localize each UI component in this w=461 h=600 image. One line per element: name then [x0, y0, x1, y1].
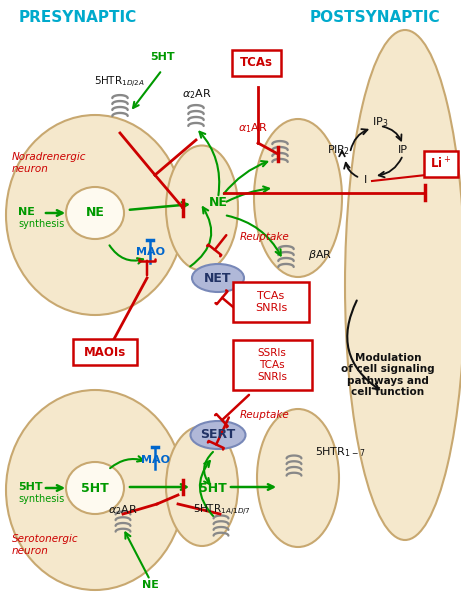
Ellipse shape: [190, 421, 246, 449]
Text: POSTSYNAPTIC: POSTSYNAPTIC: [310, 10, 440, 25]
Ellipse shape: [257, 409, 339, 547]
Text: $\alpha_2$AR: $\alpha_2$AR: [182, 87, 212, 101]
Text: MAO: MAO: [136, 247, 165, 257]
Text: TCAs
SNRIs: TCAs SNRIs: [255, 291, 287, 313]
Text: Li$^+$: Li$^+$: [431, 157, 452, 172]
Ellipse shape: [6, 390, 184, 590]
Ellipse shape: [166, 145, 238, 271]
Ellipse shape: [6, 115, 184, 315]
FancyBboxPatch shape: [233, 340, 312, 390]
FancyBboxPatch shape: [232, 50, 281, 76]
Text: I: I: [363, 175, 366, 185]
FancyBboxPatch shape: [233, 282, 309, 322]
Text: NE: NE: [142, 580, 159, 590]
Text: 5HT: 5HT: [199, 481, 227, 494]
Text: NE: NE: [208, 196, 227, 209]
Text: $\beta$AR: $\beta$AR: [308, 248, 332, 262]
Text: SERT: SERT: [201, 428, 236, 442]
Text: NET: NET: [204, 271, 232, 284]
Ellipse shape: [166, 426, 238, 546]
Text: SSRIs
TCAs
SNRIs: SSRIs TCAs SNRIs: [257, 349, 287, 382]
Text: PIP$_2$: PIP$_2$: [326, 143, 349, 157]
Text: TCAs: TCAs: [240, 56, 272, 70]
Text: IP: IP: [398, 145, 408, 155]
Ellipse shape: [66, 187, 124, 239]
Text: $\alpha_1$AR: $\alpha_1$AR: [238, 121, 268, 135]
Text: NE: NE: [86, 206, 105, 220]
Text: Modulation
of cell signaling
pathways and
cell function: Modulation of cell signaling pathways an…: [341, 353, 435, 397]
Text: 5HTR$_{1A/1D/7}$: 5HTR$_{1A/1D/7}$: [193, 502, 251, 518]
Ellipse shape: [192, 264, 244, 292]
Text: 5HT: 5HT: [81, 481, 109, 494]
Text: MAOIs: MAOIs: [84, 346, 126, 358]
Text: $\alpha_2$AR: $\alpha_2$AR: [108, 503, 138, 517]
Text: PRESYNAPTIC: PRESYNAPTIC: [19, 10, 137, 25]
Text: 5HTR$_{1D/2A}$: 5HTR$_{1D/2A}$: [95, 74, 146, 89]
Text: IP$_3$: IP$_3$: [372, 115, 388, 129]
FancyBboxPatch shape: [424, 151, 458, 177]
Ellipse shape: [345, 30, 461, 540]
Ellipse shape: [66, 462, 124, 514]
Text: NE: NE: [18, 207, 35, 217]
Text: MAO: MAO: [141, 455, 170, 465]
Text: Noradrenergic
neuron: Noradrenergic neuron: [12, 152, 87, 174]
Text: synthesis: synthesis: [18, 219, 64, 229]
Ellipse shape: [254, 119, 342, 277]
Text: Reuptake: Reuptake: [240, 232, 290, 242]
FancyBboxPatch shape: [73, 339, 137, 365]
Text: 5HT: 5HT: [150, 52, 174, 62]
Text: Reuptake: Reuptake: [240, 410, 290, 420]
Text: 5HTR$_{1-7}$: 5HTR$_{1-7}$: [315, 445, 365, 459]
Text: 5HT: 5HT: [18, 482, 42, 492]
Text: synthesis: synthesis: [18, 494, 64, 504]
Text: Serotonergic
neuron: Serotonergic neuron: [12, 534, 79, 556]
